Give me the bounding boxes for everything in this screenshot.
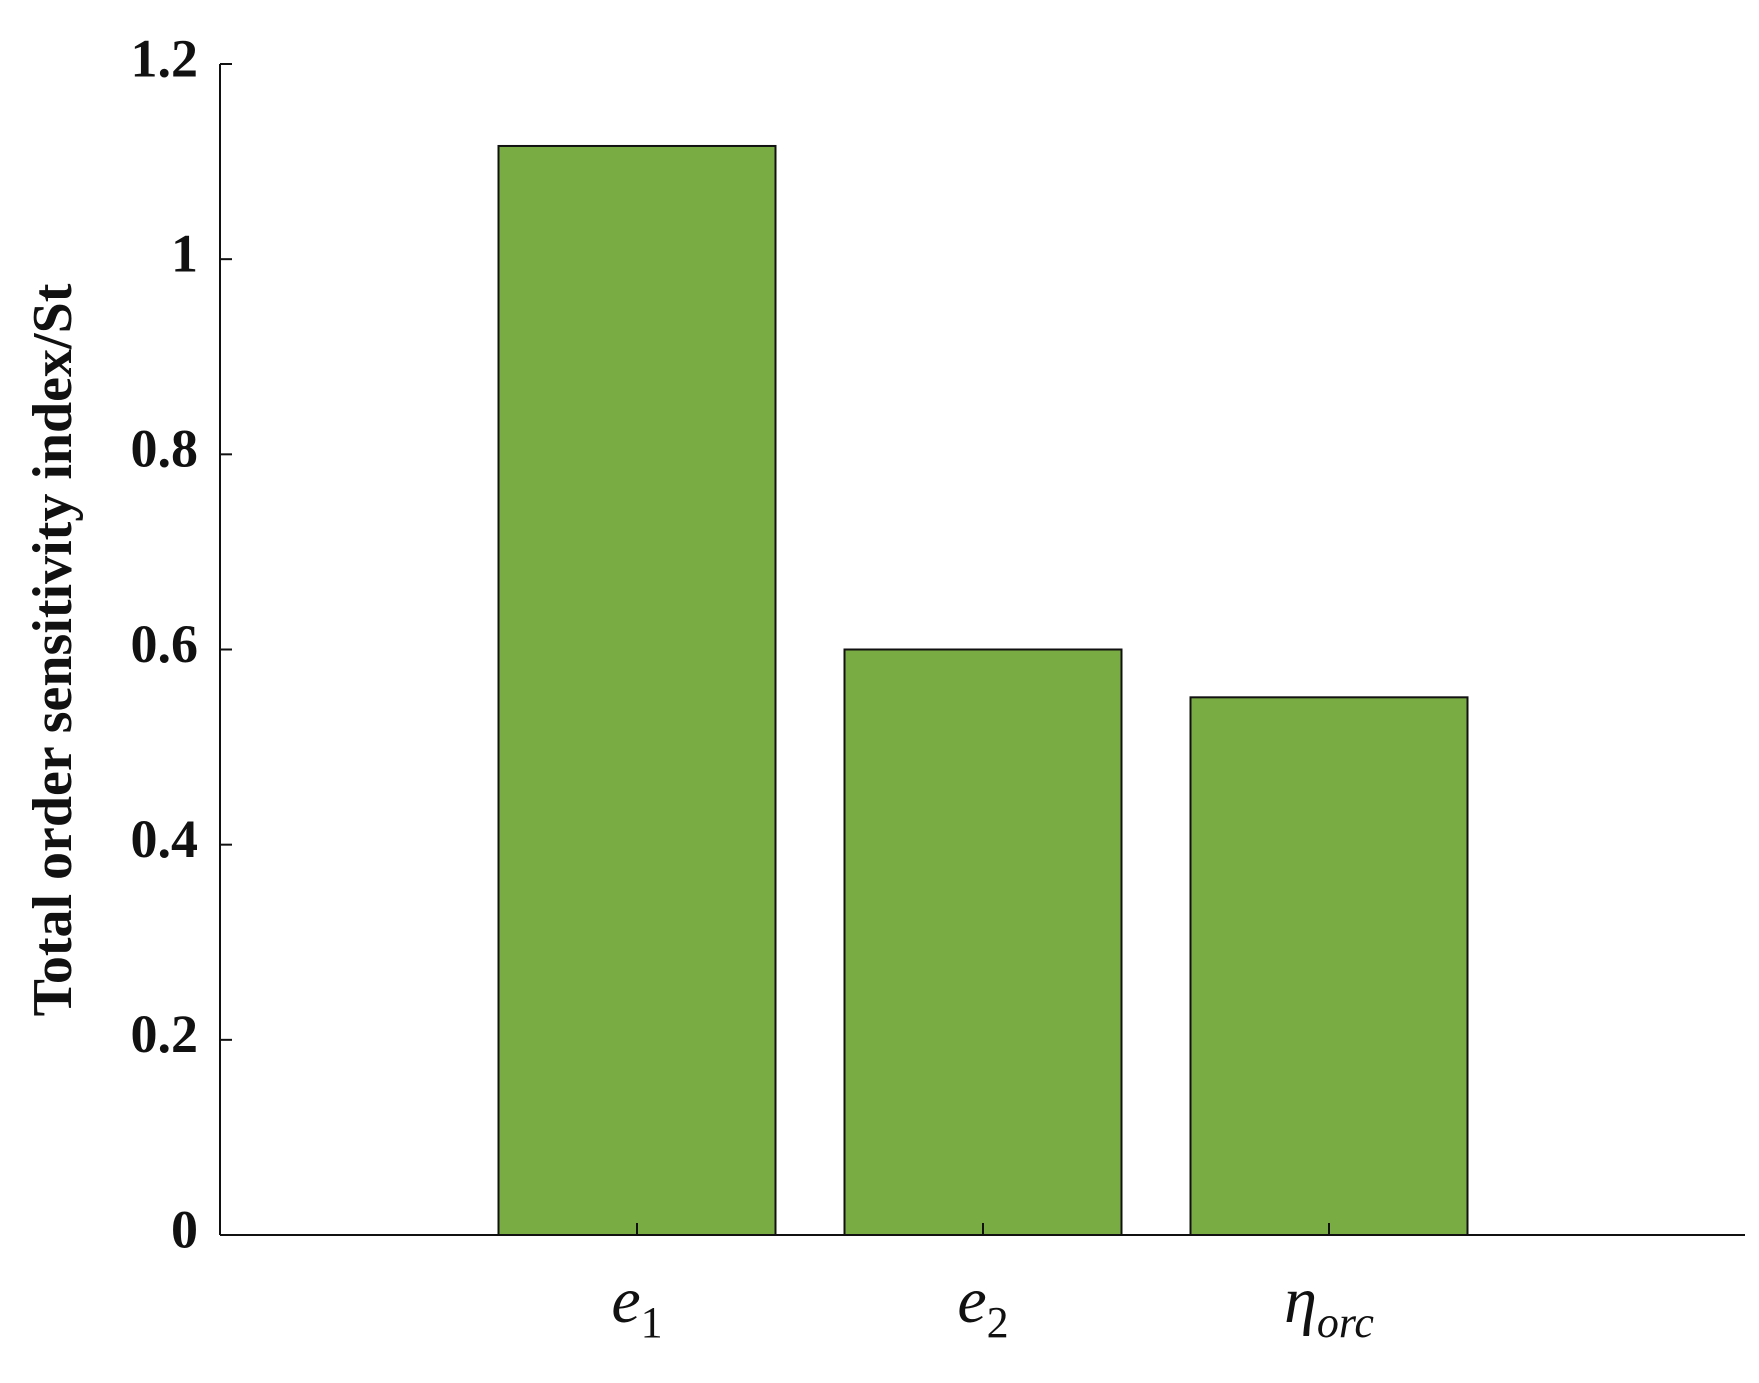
y-tick-label: 1.2	[131, 28, 199, 88]
x-tick-label: e1	[611, 1264, 662, 1347]
x-tick-label: ηorc	[1284, 1264, 1374, 1347]
y-tick-label: 0.4	[131, 809, 199, 869]
x-tick-label: e2	[957, 1264, 1008, 1347]
y-tick-label: 0	[171, 1199, 198, 1259]
y-tick-label: 0.2	[131, 1004, 199, 1064]
y-axis-label: Total order sensitivity index/St	[22, 283, 84, 1016]
y-tick-label: 0.8	[131, 419, 199, 479]
y-tick-label: 1	[171, 224, 198, 284]
bar	[843, 648, 1123, 1236]
y-tick-label: 0.6	[131, 614, 199, 674]
bar	[497, 144, 777, 1237]
bar	[1189, 696, 1469, 1236]
